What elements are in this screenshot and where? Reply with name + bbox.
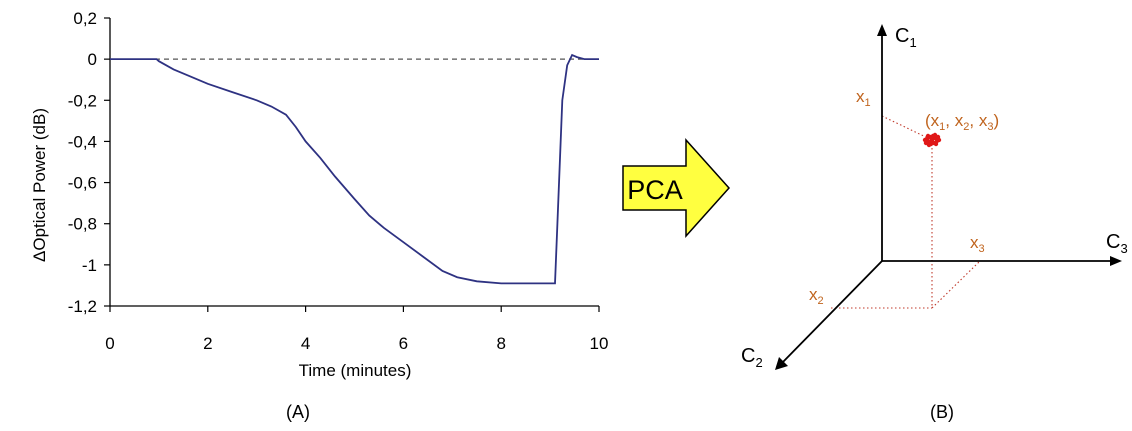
- axis-label-c2: C2: [741, 345, 763, 370]
- cluster-point: [936, 137, 942, 143]
- cluster-point: [932, 132, 938, 138]
- x-tick-label: 4: [301, 334, 310, 353]
- pca-arrow: PCA: [622, 138, 731, 238]
- cluster-point: [922, 137, 928, 143]
- cluster-point: [933, 141, 939, 147]
- y-tick-label: 0,2: [73, 9, 97, 28]
- pca-axes: [780, 34, 1112, 365]
- series-line: [110, 53, 599, 285]
- y-tick-label: -0,4: [68, 132, 97, 151]
- x-tick-label: 0: [105, 334, 114, 353]
- x-tick-label: 6: [399, 334, 408, 353]
- cluster-point: [926, 142, 932, 148]
- panel-b-diagram: C1 C3 C2 x1 x2 x3 (x1, x2, x3) (B): [741, 24, 1128, 422]
- point-label: (x1, x2, x3): [925, 111, 999, 133]
- cluster-point: [925, 133, 931, 139]
- x-axis-label: Time (minutes): [299, 361, 412, 380]
- y-tick-label: -1: [82, 256, 97, 275]
- arrow-shape: [622, 138, 731, 238]
- x-tick-label: 2: [203, 334, 212, 353]
- y-tick-label: -1,2: [68, 297, 97, 316]
- pca-label: PCA: [627, 175, 683, 205]
- x-tick-label: 10: [590, 334, 609, 353]
- y-tick-label: -0,8: [68, 215, 97, 234]
- y-tick-label: 0: [88, 50, 97, 69]
- data-point-cluster: [922, 132, 942, 148]
- arrowhead-c2: [775, 357, 788, 370]
- x-tick-label: 8: [496, 334, 505, 353]
- axis-label-c3: C3: [1106, 231, 1128, 256]
- arrowhead-c1: [877, 24, 887, 36]
- axis-c2: [780, 260, 883, 365]
- y-axis: 0,2 0 -0,2 -0,4 -0,6 -0,8 -1 -1,2: [68, 9, 111, 316]
- axis-label-c1: C1: [895, 25, 917, 50]
- projection-guides: [831, 115, 981, 309]
- guide-floor-to-x3: [931, 260, 981, 309]
- proj-label-x2: x2: [809, 285, 824, 307]
- x-axis: 0 2 4 6 8 10: [105, 305, 609, 353]
- arrowhead-c3: [1110, 256, 1122, 266]
- panel-a-chart: ΔOptical Power (dB) 0,2 0 -0,2 -0,4 -0,6 -0,8…: [30, 9, 608, 422]
- proj-label-x3: x3: [970, 233, 985, 255]
- projection-labels: x1 x2 x3 (x1, x2, x3): [809, 87, 999, 307]
- y-tick-label: -0,6: [68, 174, 97, 193]
- proj-label-x1: x1: [856, 87, 871, 109]
- guide-x1-to-point: [881, 115, 933, 141]
- y-tick-label: -0,2: [68, 91, 97, 110]
- y-axis-label: ΔOptical Power (dB): [30, 108, 49, 262]
- panel-a-caption: (A): [286, 402, 310, 422]
- panel-b-caption: (B): [930, 402, 954, 422]
